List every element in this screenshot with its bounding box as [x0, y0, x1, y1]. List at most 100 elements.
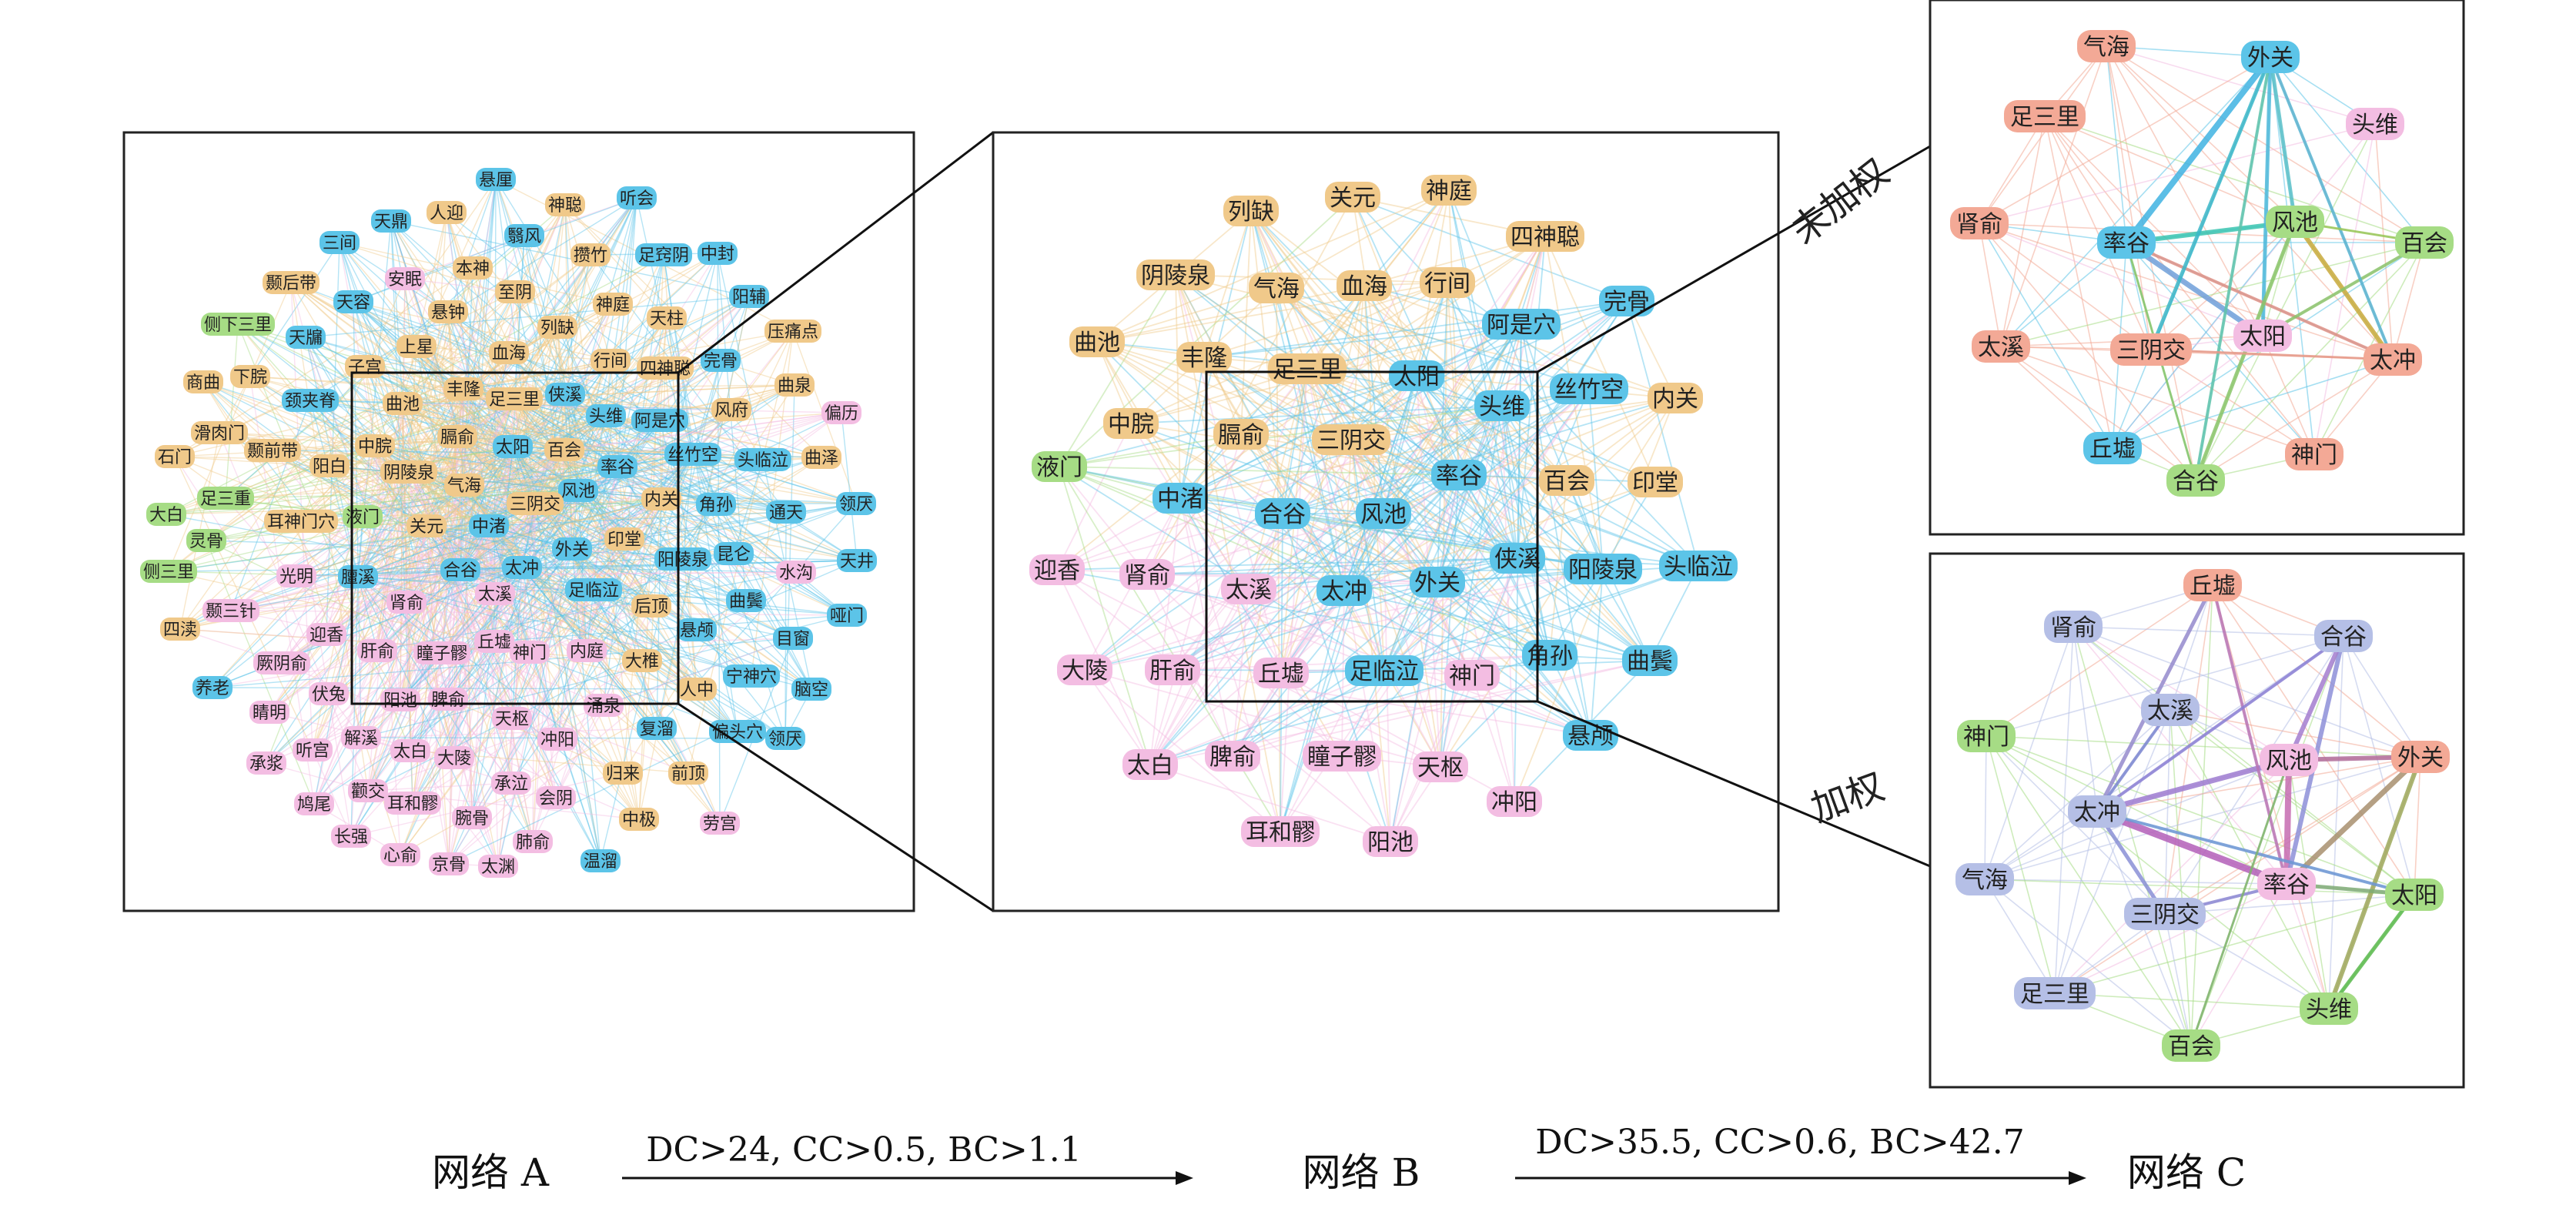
network-edge [272, 450, 618, 467]
network-node: 悬颅 [1563, 720, 1618, 751]
network-edge [266, 569, 461, 764]
network-edge [471, 567, 523, 818]
network-node: 涌泉 [584, 694, 624, 717]
network-node: 天枢 [492, 707, 532, 730]
node-label: 中封 [701, 245, 734, 264]
network-edge [1130, 423, 1518, 559]
node-label: 侠溪 [1494, 546, 1541, 573]
network-node: 脑空 [791, 678, 831, 701]
network-node: 肾俞 [1119, 559, 1175, 590]
network-node: 丘墟 [2183, 569, 2242, 601]
network-edge [1471, 674, 1515, 802]
network-edge [1343, 300, 1628, 591]
network-edge [1146, 574, 1438, 583]
node-badge [476, 168, 516, 191]
network-edge [1440, 397, 1676, 768]
node-badge [140, 560, 197, 583]
network-edge [408, 471, 495, 642]
network-edge [1282, 474, 1460, 514]
network-edge [1383, 557, 1518, 671]
network-edge [1056, 423, 1132, 571]
network-node: 太冲 [2364, 343, 2422, 376]
network-edge [272, 450, 694, 455]
network-edge [367, 398, 515, 792]
network-edge [1056, 368, 1308, 571]
network-edge [564, 393, 625, 540]
network-edge [1172, 513, 1384, 671]
network-edge [1352, 196, 1460, 476]
network-edge [168, 571, 698, 690]
network-edge [448, 571, 797, 865]
node-label: 太阳 [2391, 882, 2437, 909]
node-label: 肾俞 [390, 594, 423, 613]
network-edge [309, 400, 461, 571]
network-node: 压痛点 [764, 320, 821, 343]
network-edge [269, 398, 515, 713]
network-edge [357, 412, 842, 577]
node-label: 太溪 [1226, 577, 1272, 604]
network-edge [1350, 439, 1551, 656]
network-edge [1280, 439, 1352, 674]
network-node: 行间 [590, 349, 631, 372]
network-edge [329, 465, 490, 527]
network-edge [1306, 300, 1628, 370]
node-label: 阳陵泉 [1568, 557, 1638, 584]
network-edge [497, 548, 573, 867]
network-node: 三阴交 [2124, 898, 2206, 930]
node-badge [2233, 320, 2292, 352]
network-edge [1250, 210, 1460, 476]
node-badge [495, 280, 535, 303]
node-badge [1213, 419, 1269, 450]
network-edge [281, 409, 732, 664]
node-label: 太阳 [2240, 323, 2286, 350]
network-edge [1437, 481, 1656, 583]
node-badge [1490, 543, 1545, 574]
node-badge [390, 739, 430, 762]
node-badge [677, 678, 717, 701]
network-edge [357, 367, 666, 577]
network-edge [534, 503, 601, 862]
network-edge [357, 498, 662, 577]
network-edge [2044, 115, 2127, 243]
network-node: 风池 [2266, 206, 2324, 238]
network-edge [1383, 388, 1590, 514]
network-edge [168, 291, 516, 572]
network-node: 目窗 [773, 627, 813, 650]
network-edge [300, 398, 515, 522]
network-edge [463, 360, 611, 390]
node-label: 通天 [769, 504, 803, 523]
network-edge [1096, 341, 1518, 559]
node-label: 曲泽 [805, 449, 838, 468]
network-edge [1306, 368, 1699, 567]
network-edge [1056, 405, 1503, 571]
network-edge [508, 352, 812, 690]
network-edge [1341, 388, 1590, 757]
node-badge [452, 806, 492, 829]
network-edge [1383, 568, 1604, 671]
node-badge [2395, 226, 2454, 259]
network-edge [1437, 300, 1628, 583]
network-edge [357, 436, 458, 577]
network-node: 液门 [343, 505, 383, 528]
network-node: 大椎 [622, 649, 662, 672]
node-label: 百会 [1544, 468, 1590, 495]
network-edge [524, 235, 618, 467]
node-label: 太溪 [1978, 334, 2024, 361]
network-edge [493, 503, 857, 642]
network-edge [249, 376, 458, 437]
node-label: 外关 [555, 541, 589, 560]
network-edge [426, 291, 516, 527]
network-edge [1179, 236, 1546, 499]
network-edge [1390, 581, 1438, 842]
network-edge [1350, 388, 1590, 440]
network-node: 肾俞 [386, 591, 427, 614]
network-edge [1458, 474, 1699, 567]
network-edge [357, 576, 747, 601]
network-node: 水沟 [776, 561, 816, 584]
node-badge [186, 529, 226, 552]
network-edge [1175, 274, 1448, 283]
flow-arrow2-label: DC>35.5, CC>0.6, BC>42.7 [1535, 1123, 2025, 1162]
node-label: 曲泉 [778, 377, 811, 396]
